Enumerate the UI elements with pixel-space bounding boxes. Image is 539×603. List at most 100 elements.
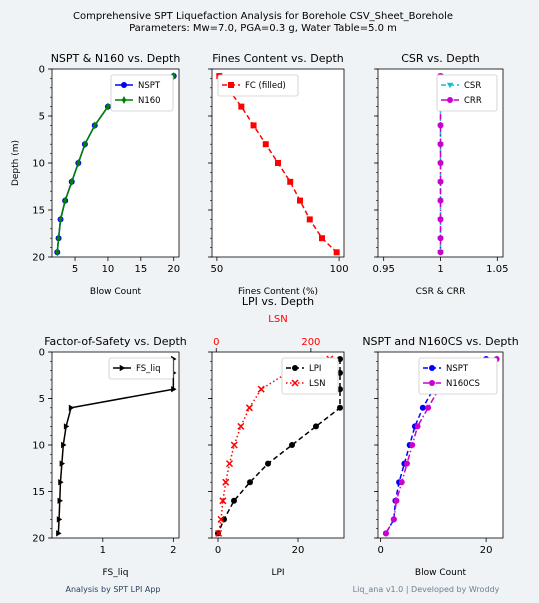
y-axis-label: Depth (m) xyxy=(11,140,21,186)
y-tick-label: 5 xyxy=(39,112,45,123)
x-tick-label: 20 xyxy=(480,545,493,556)
x-tick-label: 1.05 xyxy=(486,264,508,275)
series-group xyxy=(215,355,343,537)
y-tick-label: 0 xyxy=(39,348,45,359)
data-point xyxy=(437,235,444,242)
legend-marker xyxy=(292,365,298,371)
legend-entry: FC (filled) xyxy=(245,81,286,91)
legend: LPI LSN xyxy=(281,357,339,395)
legend-entry: N160 xyxy=(138,96,161,106)
data-point xyxy=(337,404,343,411)
data-point xyxy=(306,216,313,223)
x-axis-label: FS_liq xyxy=(103,568,129,578)
plot-frame xyxy=(377,68,504,258)
data-point xyxy=(56,234,61,243)
data-point xyxy=(247,479,253,486)
data-point xyxy=(289,442,295,448)
data-point xyxy=(262,141,269,148)
data-point xyxy=(59,460,66,467)
data-point xyxy=(337,355,343,362)
legend-marker xyxy=(446,82,454,89)
plot-frame xyxy=(211,68,345,258)
data-point xyxy=(398,479,405,486)
data-point xyxy=(337,386,343,393)
data-point xyxy=(393,497,400,504)
legend-entry: CRR xyxy=(464,96,482,106)
data-point xyxy=(313,423,319,430)
plot-frame xyxy=(377,351,504,539)
x2-tick-label: 200 xyxy=(301,337,320,348)
data-point xyxy=(63,423,70,430)
series-line-lsn xyxy=(217,358,331,534)
data-point xyxy=(297,197,303,204)
legend-marker xyxy=(119,364,126,372)
y-tick-label: 15 xyxy=(32,206,45,217)
x-tick-label: 1 xyxy=(100,545,106,556)
chart-title: Fines Content vs. Depth xyxy=(212,52,344,65)
data-point xyxy=(57,497,63,504)
plot-frame xyxy=(51,68,180,258)
data-point xyxy=(62,196,68,205)
data-point xyxy=(92,121,97,130)
legend: NSPT N160CS xyxy=(418,357,498,395)
legend-entry: LPI xyxy=(309,364,321,374)
chart-title: NSPT & N160 vs. Depth xyxy=(51,52,181,65)
chart-title: LPI vs. Depth xyxy=(242,295,314,308)
legend: NSPT N160 xyxy=(110,74,174,112)
legend-marker xyxy=(429,365,435,371)
legend-entry: CSR xyxy=(464,81,481,91)
data-point xyxy=(414,423,421,430)
data-point xyxy=(437,197,444,204)
data-point xyxy=(105,102,111,111)
data-point xyxy=(437,160,444,166)
legend-entry: N160CS xyxy=(446,379,480,389)
x-tick-label: 1 xyxy=(437,264,443,275)
legend-entry: NSPT xyxy=(446,364,469,374)
legend: FC (filled) xyxy=(217,74,299,97)
chart-title: CSR vs. Depth xyxy=(401,52,480,65)
x-tick-label: 2 xyxy=(170,545,176,556)
legend-marker xyxy=(121,82,127,88)
legend: FS_liq xyxy=(108,357,174,380)
legend-marker xyxy=(447,97,453,103)
x-tick-label: 100 xyxy=(330,264,349,275)
x-axis-label: Blow Count xyxy=(90,287,142,297)
data-point xyxy=(76,159,81,167)
data-point xyxy=(222,478,230,486)
x-axis-label: Fines Content (%) xyxy=(238,287,318,297)
legend-marker xyxy=(121,96,127,104)
data-point xyxy=(275,160,281,166)
legend-box xyxy=(108,357,174,380)
y-tick-label: 0 xyxy=(39,65,45,76)
data-point xyxy=(437,216,444,223)
series-line-lpi xyxy=(217,358,341,534)
data-point xyxy=(390,516,397,523)
data-point xyxy=(82,140,88,149)
chart-csr-crr: 0.95 1 1.05 CSR vs. Depth CSR & CRR CSR CRR xyxy=(373,52,509,297)
data-point xyxy=(419,404,426,411)
legend-box xyxy=(418,357,498,395)
footer-credit-right: Liq_ana v1.0 | Developed by Wroddy xyxy=(353,585,500,594)
x-tick-label: 50 xyxy=(211,264,224,275)
data-point xyxy=(231,497,237,504)
data-point xyxy=(68,404,75,411)
data-point xyxy=(219,497,227,505)
x-tick-label: 0.95 xyxy=(373,264,395,275)
data-point xyxy=(337,369,343,376)
data-point xyxy=(404,460,411,467)
data-point xyxy=(238,103,245,110)
legend-box xyxy=(217,74,299,97)
legend-marker xyxy=(291,379,299,387)
legend-entry: LSN xyxy=(309,379,326,389)
x-axis-label: LPI xyxy=(271,568,284,578)
legend-entry: FS_liq xyxy=(136,364,161,374)
plot-area xyxy=(52,352,179,538)
x-tick-label: 5 xyxy=(72,264,78,275)
footer-credit-left: Analysis by SPT LPI App xyxy=(65,585,160,594)
x2-axis-label: LSN xyxy=(268,314,287,325)
data-point xyxy=(230,441,238,449)
